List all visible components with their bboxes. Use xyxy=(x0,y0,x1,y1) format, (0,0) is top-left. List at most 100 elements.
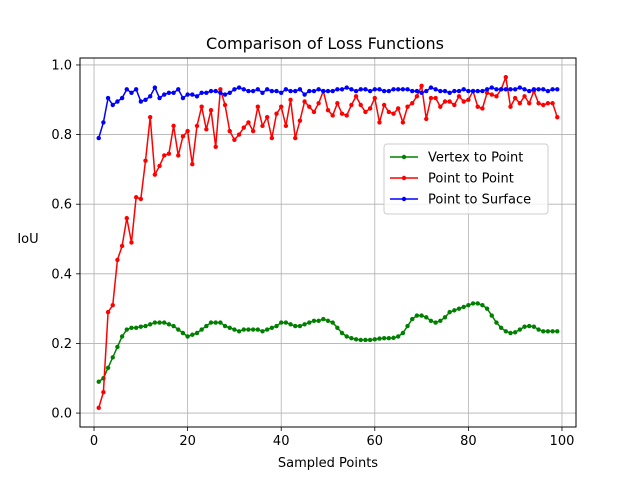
data-point-point-to-surface xyxy=(386,88,392,94)
data-point-point-to-surface xyxy=(325,88,331,94)
data-point-vertex-to-point xyxy=(204,323,209,329)
data-point-point-to-point xyxy=(349,102,354,108)
data-point-point-to-surface xyxy=(283,87,289,92)
data-point-point-to-point xyxy=(475,104,480,109)
data-point-point-to-point xyxy=(138,196,144,202)
data-point-vertex-to-point xyxy=(531,324,537,329)
x-axis-ticks: 0 20 40 60 80 100 xyxy=(90,427,574,449)
data-point-vertex-to-point xyxy=(115,344,120,350)
data-point-point-to-point xyxy=(236,132,242,137)
data-point-vertex-to-point xyxy=(171,323,176,329)
data-point-point-to-surface xyxy=(274,88,279,94)
data-point-vertex-to-point xyxy=(410,316,415,322)
y-axis-label: IoU xyxy=(17,232,38,247)
series-point-to-surface xyxy=(96,85,560,141)
series-layer xyxy=(96,74,560,411)
data-point-point-to-surface xyxy=(190,92,195,97)
data-point-vertex-to-point xyxy=(377,336,382,341)
data-point-point-to-surface xyxy=(442,88,448,94)
data-point-point-to-point xyxy=(452,102,457,108)
data-point-point-to-point xyxy=(545,101,551,106)
data-point-vertex-to-point xyxy=(124,327,129,332)
data-point-point-to-point xyxy=(461,99,466,104)
data-point-point-to-point xyxy=(152,172,158,177)
data-point-vertex-to-point xyxy=(470,301,476,306)
data-point-point-to-surface xyxy=(391,87,396,92)
data-point-point-to-point xyxy=(550,101,555,106)
data-point-vertex-to-point xyxy=(442,315,448,320)
data-point-point-to-surface xyxy=(288,88,293,94)
data-point-vertex-to-point xyxy=(293,323,298,329)
data-point-point-to-surface xyxy=(204,90,209,96)
data-point-point-to-surface xyxy=(157,95,162,101)
data-point-point-to-surface xyxy=(218,90,223,96)
data-point-point-to-point xyxy=(541,102,546,108)
data-point-vertex-to-point xyxy=(302,322,307,327)
data-point-point-to-point xyxy=(110,302,115,308)
data-point-vertex-to-point xyxy=(260,329,265,334)
data-point-vertex-to-point xyxy=(438,318,443,324)
data-point-vertex-to-point xyxy=(316,318,321,324)
data-point-point-to-surface xyxy=(222,92,228,97)
data-point-point-to-point xyxy=(194,123,200,129)
data-point-vertex-to-point xyxy=(508,330,513,336)
data-point-point-to-surface xyxy=(232,87,237,92)
x-tick-label: 100 xyxy=(550,434,575,449)
data-point-point-to-point xyxy=(489,92,494,97)
data-point-vertex-to-point xyxy=(147,322,153,327)
data-point-vertex-to-point xyxy=(143,323,148,329)
data-point-vertex-to-point xyxy=(517,327,523,332)
data-point-point-to-surface xyxy=(367,88,373,94)
data-point-point-to-point xyxy=(176,153,181,158)
data-point-vertex-to-point xyxy=(484,306,490,311)
data-point-point-to-point xyxy=(447,99,452,104)
data-point-point-to-surface xyxy=(260,90,265,96)
data-point-point-to-point xyxy=(119,243,125,249)
data-point-point-to-point xyxy=(512,95,518,101)
data-point-point-to-point xyxy=(428,95,434,101)
data-point-vertex-to-point xyxy=(152,320,158,325)
data-point-vertex-to-point xyxy=(363,337,368,343)
data-point-vertex-to-point xyxy=(133,325,139,330)
data-point-vertex-to-point xyxy=(456,306,462,311)
data-point-vertex-to-point xyxy=(400,330,406,336)
data-point-point-to-surface xyxy=(311,88,317,94)
data-point-vertex-to-point xyxy=(522,324,527,329)
data-point-vertex-to-point xyxy=(447,309,452,315)
data-point-point-to-point xyxy=(316,101,321,106)
data-point-point-to-surface xyxy=(321,88,326,94)
data-point-point-to-point xyxy=(344,113,349,118)
data-point-point-to-point xyxy=(363,109,368,115)
data-point-point-to-point xyxy=(171,123,176,129)
data-point-point-to-point xyxy=(527,101,532,106)
data-point-vertex-to-point xyxy=(288,322,293,327)
data-point-point-to-surface xyxy=(541,87,546,92)
data-point-point-to-surface xyxy=(96,135,101,141)
data-point-point-to-surface xyxy=(466,88,471,94)
data-point-vertex-to-point xyxy=(475,301,480,306)
data-point-point-to-point xyxy=(96,405,101,411)
series-vertex-to-point xyxy=(96,301,560,384)
data-point-point-to-surface xyxy=(147,94,153,99)
data-point-vertex-to-point xyxy=(550,329,555,334)
data-point-point-to-surface xyxy=(330,88,335,94)
data-point-vertex-to-point xyxy=(358,337,363,343)
data-point-vertex-to-point xyxy=(466,302,471,308)
data-point-point-to-point xyxy=(517,101,523,106)
data-point-point-to-point xyxy=(302,99,307,104)
data-point-point-to-surface xyxy=(522,87,527,92)
data-point-vertex-to-point xyxy=(480,302,485,308)
data-point-point-to-point xyxy=(250,128,256,134)
y-tick-label: 0.0 xyxy=(51,407,72,422)
data-point-point-to-surface xyxy=(428,85,434,90)
data-point-point-to-surface xyxy=(250,88,256,94)
data-point-point-to-point xyxy=(508,104,513,109)
data-point-point-to-surface xyxy=(414,88,420,94)
data-point-point-to-surface xyxy=(129,90,134,96)
data-point-vertex-to-point xyxy=(119,334,125,339)
y-tick-label: 0.4 xyxy=(51,267,72,282)
data-point-vertex-to-point xyxy=(218,320,223,325)
data-point-vertex-to-point xyxy=(536,327,541,332)
y-axis-ticks: 0.0 0.2 0.4 0.6 0.8 1.0 xyxy=(51,58,80,422)
